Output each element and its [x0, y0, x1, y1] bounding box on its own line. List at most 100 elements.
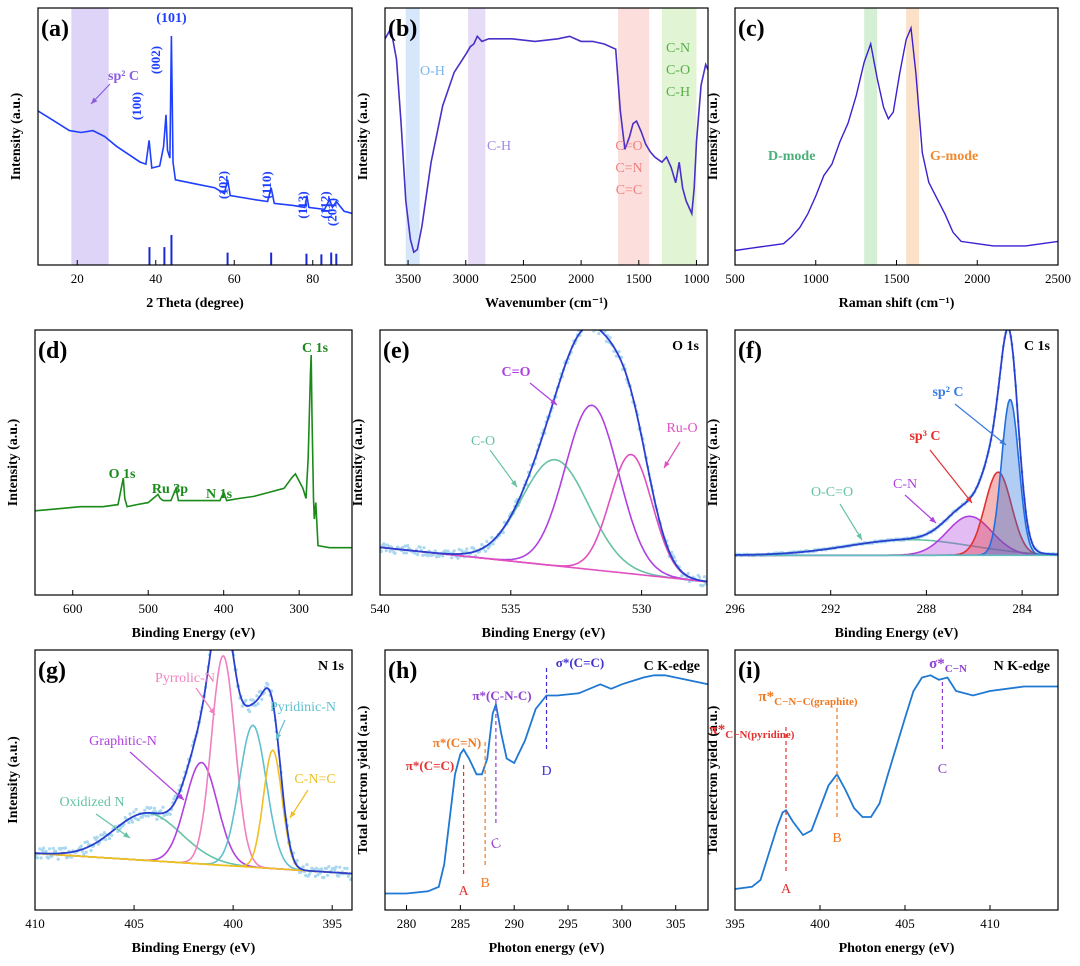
raw-point	[315, 866, 319, 870]
x-tick-label: 535	[501, 601, 521, 616]
raw-point	[604, 339, 609, 343]
panel-2-axes: 500 1000 1500 2000 2500 Raman shift (cm⁻¹) Int…	[706, 7, 1071, 311]
raw-point	[594, 322, 597, 325]
raw-point	[51, 846, 55, 850]
raw-point	[343, 866, 347, 870]
raw-point	[608, 336, 612, 340]
marker-label: π*(C-N-C)	[472, 688, 531, 703]
x-tick-label: 300	[612, 916, 632, 931]
raw-point	[433, 549, 437, 553]
peak-label: (100)	[129, 92, 144, 120]
raw-point	[686, 571, 690, 576]
x-tick-label: 20	[71, 271, 84, 286]
marker-label: σ*C−N	[929, 656, 967, 675]
raw-point	[672, 555, 676, 560]
raw-point	[66, 855, 70, 859]
raw-point	[259, 689, 263, 694]
marker-label: π*(C=C)	[406, 758, 454, 773]
y-axis-label: Intensity (a.u.)	[706, 92, 721, 180]
raw-point	[450, 556, 454, 560]
highlight-band	[864, 8, 878, 265]
raw-point	[132, 810, 136, 814]
raw-point	[255, 694, 259, 698]
x-tick-label: 288	[917, 601, 937, 616]
x-axis-label: Photon energy (eV)	[489, 941, 605, 956]
x-tick-label: 292	[821, 601, 841, 616]
raw-point	[256, 702, 260, 706]
raw-point	[134, 807, 138, 811]
x-tick-label: 410	[25, 916, 45, 931]
x-tick-label: 296	[725, 601, 745, 616]
arrow-head	[929, 516, 936, 523]
raw-point	[107, 836, 111, 841]
marker-label-main: π*	[758, 689, 774, 705]
marker-letter: A	[459, 884, 470, 899]
panel-label: (i)	[738, 658, 761, 684]
panel-label: (e)	[383, 338, 410, 364]
component-curve	[35, 812, 352, 875]
ftir-spectrum-line	[385, 26, 708, 254]
band-label: O-H	[420, 64, 445, 79]
arrow-head	[664, 461, 670, 468]
raw-point	[581, 326, 584, 329]
raw-point	[403, 544, 407, 548]
component-label: sp² C	[932, 385, 963, 400]
raw-point	[334, 865, 338, 869]
y-axis-label: Intensity (a.u.)	[356, 92, 371, 180]
raw-point	[587, 325, 590, 328]
raw-point	[162, 813, 166, 818]
panel-frame	[734, 649, 1059, 911]
raw-point	[443, 549, 447, 553]
x-tick-label: 540	[370, 601, 390, 616]
panel-label: (f)	[738, 338, 762, 364]
peak-label: (002)	[148, 46, 163, 74]
raw-point	[260, 697, 264, 702]
raw-point	[161, 805, 165, 809]
raw-point	[40, 848, 44, 853]
peak-label: (112)	[318, 191, 333, 218]
x-tick-label: 300	[289, 601, 309, 616]
raw-point	[226, 619, 229, 622]
band-label: sp² C	[108, 69, 139, 84]
x-tick-label: 2500	[510, 271, 536, 286]
raw-point	[144, 814, 148, 818]
raw-point	[159, 809, 163, 813]
raw-point	[304, 873, 308, 878]
highlight-band	[468, 8, 486, 265]
panel-frame	[734, 7, 1059, 266]
panel-f-annotations: sp² C sp³ C C-N O-C=O	[811, 385, 1007, 541]
marker-letter: B	[832, 831, 841, 846]
raw-point	[421, 553, 425, 558]
raw-point	[583, 322, 586, 325]
y-axis-label: Total electron yield (a.u.)	[706, 705, 721, 854]
raw-point	[35, 856, 40, 860]
raw-data-points	[380, 322, 707, 588]
x-tick-label: 280	[397, 916, 417, 931]
peak-label: (102)	[216, 171, 231, 199]
raw-point	[599, 326, 602, 329]
raw-point	[155, 817, 159, 821]
raw-point	[149, 806, 153, 810]
y-axis-label: Intensity (a.u.)	[706, 418, 721, 506]
component-label: C-N=C	[294, 772, 335, 787]
raw-point	[441, 554, 445, 558]
band-label: C-N	[666, 41, 690, 56]
xrd-pattern-line	[38, 35, 352, 215]
x-axis-label: Raman shift (cm⁻¹)	[839, 296, 955, 311]
raw-point	[465, 547, 469, 551]
panel-label: (c)	[738, 16, 765, 42]
raw-point	[123, 816, 127, 820]
peak-label: (101)	[156, 11, 187, 26]
raw-point	[46, 856, 51, 860]
panel-title: O 1s	[672, 339, 699, 354]
panel-8-axes: 395 400 405 410 Photon energy (eV) Total elec…	[706, 649, 1059, 956]
raw-point	[402, 551, 406, 555]
envelope-line	[380, 330, 707, 583]
arrow-line	[954, 403, 1007, 446]
panel-fit-6	[35, 617, 352, 882]
panel-fit-5	[735, 330, 1058, 558]
x-axis-label: 2 Theta (degree)	[146, 296, 244, 311]
raw-point	[214, 617, 217, 620]
raman-spectrum-line	[735, 25, 1058, 252]
